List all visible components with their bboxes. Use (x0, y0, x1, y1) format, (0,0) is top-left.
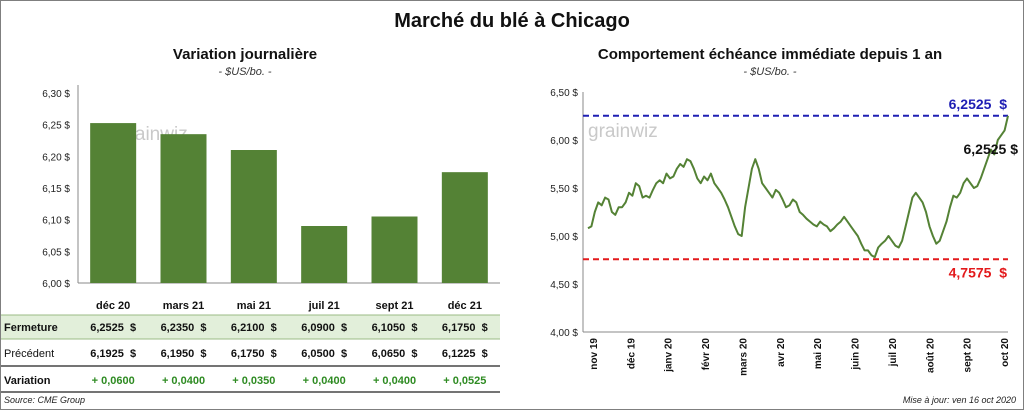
precedent-row-cell: 6,1925 $ (90, 348, 136, 360)
max-value-label: 6,2525 $ (949, 96, 1008, 112)
fermeture-row-cell: 6,2100 $ (231, 322, 277, 334)
main-title: Marché du blé à Chicago (394, 10, 630, 32)
left-y-tick-label: 6,15 $ (42, 184, 70, 195)
variation-row-cell: + 0,0400 (303, 375, 346, 387)
bar-4 (301, 226, 348, 283)
right-x-tick-label: janv 20 (664, 338, 675, 373)
right-x-tick-label: août 20 (925, 338, 936, 373)
precedent-row-cell: 6,1750 $ (231, 348, 277, 360)
right-y-tick-label: 4,50 $ (550, 280, 578, 291)
left-x-tick-label: mai 21 (237, 300, 271, 312)
bar-2 (160, 134, 207, 283)
precedent-row-cell: 6,1950 $ (161, 348, 207, 360)
variation-row-cell: + 0,0525 (443, 375, 486, 387)
right-y-tick-label: 6,00 $ (550, 136, 578, 147)
variation-row-cell: + 0,0400 (373, 375, 416, 387)
bar-1 (90, 123, 137, 283)
right-x-tick-label: févr 20 (701, 338, 712, 371)
variation-row-cell: + 0,0350 (232, 375, 275, 387)
left-y-tick-label: 6,25 $ (42, 121, 70, 132)
bar-6 (441, 172, 488, 283)
bar-5 (371, 216, 418, 283)
fermeture-row-cell: 6,2350 $ (161, 322, 207, 334)
bar-3 (230, 150, 277, 283)
wheat-price-line (587, 115, 1009, 259)
left-x-tick-label: juil 21 (308, 300, 340, 312)
fermeture-row-cell: 6,1750 $ (442, 322, 488, 334)
right-x-tick-label: nov 19 (589, 338, 600, 370)
right-y-tick-label: 6,50 $ (550, 88, 578, 99)
left-y-tick-label: 6,00 $ (42, 279, 70, 290)
right-y-tick-label: 5,00 $ (550, 232, 578, 243)
fermeture-row-cell: 6,2525 $ (90, 322, 136, 334)
left-y-tick-label: 6,20 $ (42, 152, 70, 163)
right-x-tick-label: avr 20 (776, 338, 787, 367)
right-x-tick-label: mars 20 (739, 338, 750, 376)
source-note: Source: CME Group (4, 395, 86, 405)
update-note: Mise à jour: ven 16 oct 2020 (902, 395, 1016, 405)
variation-row-cell: + 0,0600 (92, 375, 135, 387)
left-y-tick-label: 6,10 $ (42, 216, 70, 227)
variation-row-label: Variation (4, 375, 51, 387)
precedent-row-label: Précédent (4, 348, 54, 360)
right-x-tick-label: sept 20 (963, 338, 974, 373)
right-x-tick-label: mai 20 (813, 338, 824, 370)
fermeture-row-cell: 6,0900 $ (301, 322, 347, 334)
right-y-tick-label: 4,00 $ (550, 328, 578, 339)
right-x-tick-label: déc 19 (626, 338, 637, 370)
fermeture-row-label: Fermeture (4, 322, 58, 334)
left-y-tick-label: 6,05 $ (42, 247, 70, 258)
left-y-tick-label: 6,30 $ (42, 89, 70, 100)
left-x-tick-label: sept 21 (376, 300, 414, 312)
precedent-row-cell: 6,1225 $ (442, 348, 488, 360)
fermeture-row-cell: 6,1050 $ (372, 322, 418, 334)
right-x-tick-label: juin 20 (851, 338, 862, 371)
precedent-row-cell: 6,0500 $ (301, 348, 347, 360)
right-chart-title: Comportement échéance immédiate depuis 1… (597, 46, 943, 63)
right-watermark: grainwiz (588, 121, 658, 142)
left-chart-unit: - $US/bo. - (218, 66, 272, 78)
left-x-tick-label: mars 21 (163, 300, 205, 312)
right-chart-unit: - $US/bo. - (743, 66, 797, 78)
left-chart-title: Variation journalière (172, 46, 318, 63)
right-x-tick-label: juil 20 (888, 338, 899, 368)
right-x-tick-label: oct 20 (1000, 338, 1011, 367)
left-x-tick-label: déc 21 (448, 300, 482, 312)
left-x-tick-label: déc 20 (96, 300, 130, 312)
last-value-label: 6,2525 $ (964, 141, 1019, 157)
precedent-row-cell: 6,0650 $ (372, 348, 418, 360)
fermeture-row-bg (1, 315, 500, 339)
variation-row-cell: + 0,0400 (162, 375, 205, 387)
right-y-tick-label: 5,50 $ (550, 184, 578, 195)
min-value-label: 4,7575 $ (949, 264, 1008, 280)
